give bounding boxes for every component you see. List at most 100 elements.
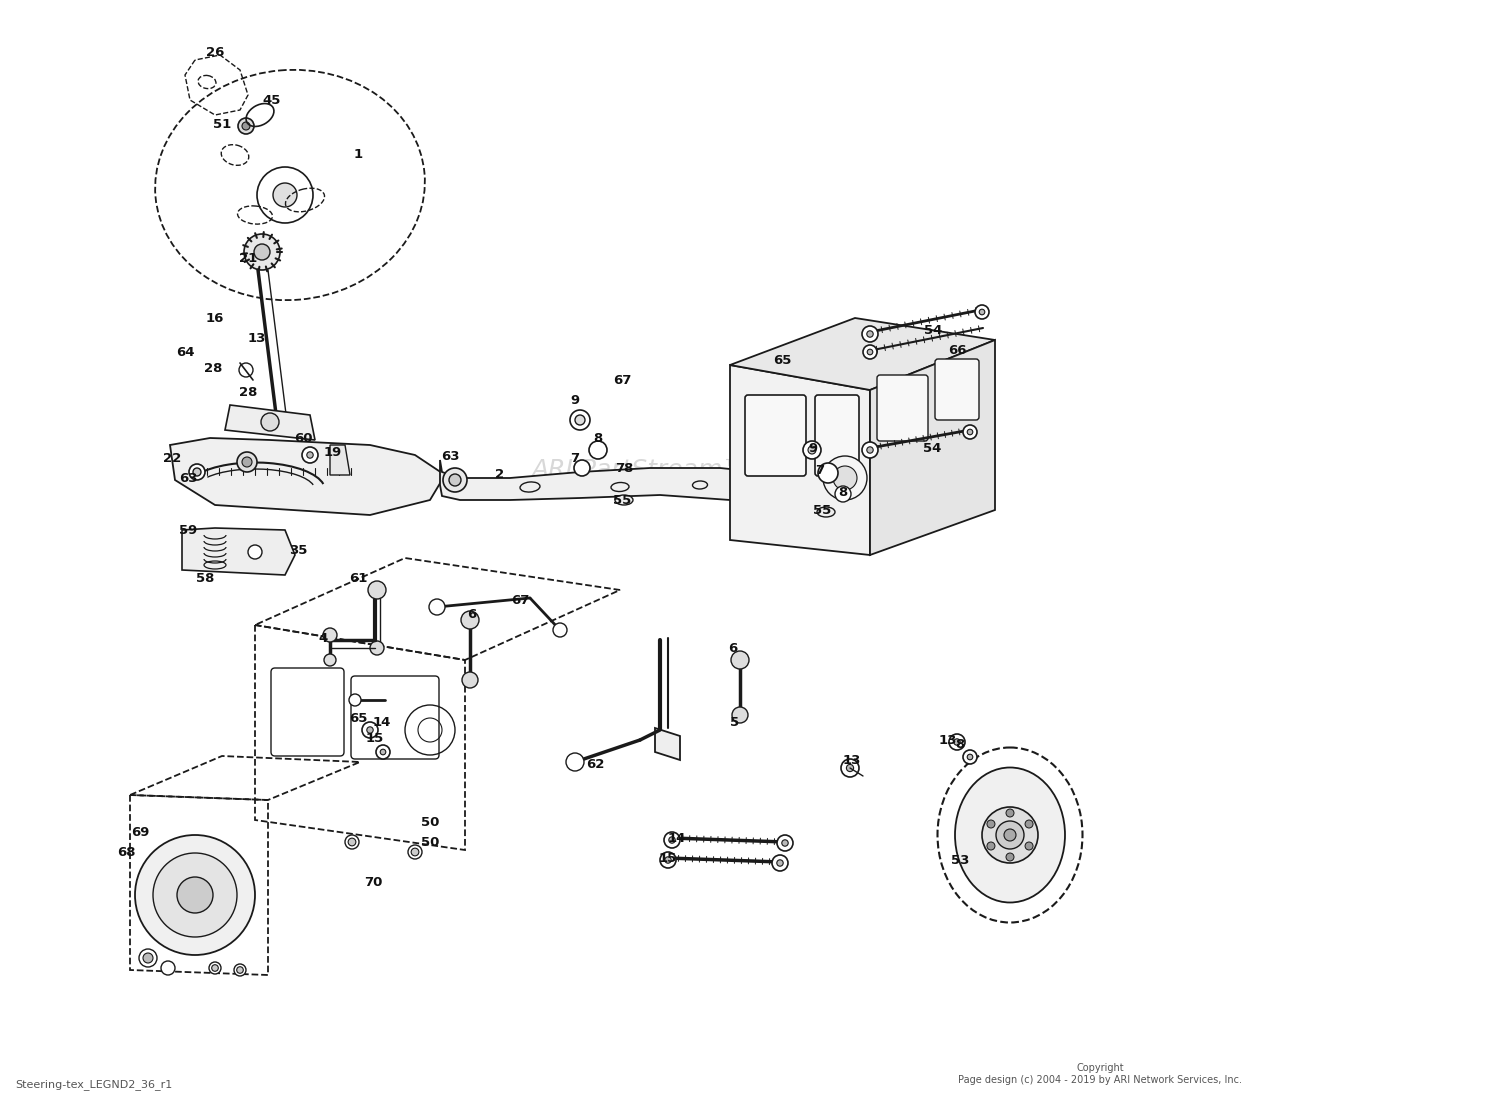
Text: 16: 16: [206, 311, 224, 324]
Circle shape: [380, 749, 386, 755]
Circle shape: [348, 838, 355, 846]
Circle shape: [411, 848, 419, 856]
Circle shape: [664, 832, 680, 848]
Text: 55: 55: [614, 494, 632, 507]
Polygon shape: [225, 405, 315, 439]
Ellipse shape: [956, 767, 1065, 902]
Text: 21: 21: [238, 251, 256, 265]
Circle shape: [987, 842, 994, 850]
Text: 54: 54: [922, 442, 940, 455]
Text: 9: 9: [808, 442, 818, 455]
Circle shape: [308, 452, 314, 458]
Circle shape: [153, 853, 237, 937]
Circle shape: [987, 820, 994, 828]
Ellipse shape: [818, 507, 836, 517]
Circle shape: [867, 331, 873, 338]
Text: 63: 63: [178, 472, 198, 485]
Circle shape: [460, 611, 478, 629]
Circle shape: [140, 949, 158, 968]
Text: 64: 64: [176, 345, 195, 359]
Text: 62: 62: [586, 758, 604, 772]
Text: 1: 1: [354, 148, 363, 162]
Circle shape: [1024, 842, 1033, 850]
Circle shape: [442, 468, 466, 492]
Circle shape: [234, 964, 246, 976]
Circle shape: [730, 651, 748, 669]
Circle shape: [732, 707, 748, 723]
Text: 8: 8: [839, 486, 848, 498]
Circle shape: [950, 734, 964, 751]
Circle shape: [996, 821, 1024, 849]
Text: Steering-tex_LEGND2_36_r1: Steering-tex_LEGND2_36_r1: [15, 1079, 173, 1090]
Polygon shape: [170, 438, 446, 515]
Text: 4: 4: [318, 631, 327, 644]
Circle shape: [135, 835, 255, 955]
Text: 67: 67: [614, 373, 632, 386]
Circle shape: [242, 457, 252, 467]
Circle shape: [968, 430, 974, 435]
Circle shape: [862, 345, 877, 359]
Circle shape: [1007, 853, 1014, 861]
Circle shape: [982, 807, 1038, 863]
Text: 9: 9: [570, 393, 579, 406]
Text: 13: 13: [843, 754, 861, 766]
Text: 70: 70: [364, 876, 382, 889]
Circle shape: [408, 845, 422, 859]
Text: 28: 28: [204, 362, 222, 374]
Circle shape: [368, 727, 374, 733]
Text: 63: 63: [441, 449, 459, 463]
Circle shape: [777, 860, 783, 866]
Circle shape: [429, 599, 445, 615]
Circle shape: [242, 122, 250, 130]
Circle shape: [802, 441, 820, 459]
Circle shape: [462, 672, 478, 687]
Circle shape: [574, 461, 590, 476]
Text: 8: 8: [594, 432, 603, 445]
Circle shape: [177, 877, 213, 913]
Circle shape: [345, 835, 358, 849]
Circle shape: [963, 751, 976, 764]
Polygon shape: [656, 728, 680, 761]
Circle shape: [777, 835, 794, 851]
Text: ARI PartStream™: ARI PartStream™: [532, 458, 748, 482]
Circle shape: [574, 415, 585, 425]
Circle shape: [968, 754, 974, 759]
Text: 14: 14: [668, 831, 686, 845]
Circle shape: [818, 463, 839, 483]
FancyBboxPatch shape: [815, 395, 860, 476]
Text: 2: 2: [495, 468, 504, 482]
Text: 50: 50: [422, 816, 440, 828]
Circle shape: [590, 441, 608, 459]
Circle shape: [836, 486, 850, 501]
Text: 68: 68: [117, 847, 135, 859]
Circle shape: [862, 442, 877, 458]
FancyBboxPatch shape: [746, 395, 806, 476]
Circle shape: [842, 759, 860, 777]
Circle shape: [238, 363, 254, 377]
Circle shape: [237, 966, 243, 973]
Text: 13: 13: [939, 734, 957, 746]
Text: 15: 15: [658, 851, 676, 865]
Circle shape: [237, 452, 256, 472]
Text: Copyright
Page design (c) 2004 - 2019 by ARI Network Services, Inc.: Copyright Page design (c) 2004 - 2019 by…: [958, 1064, 1242, 1085]
Text: 26: 26: [206, 45, 224, 59]
Circle shape: [833, 466, 856, 490]
Text: 35: 35: [290, 544, 308, 557]
Circle shape: [867, 447, 873, 453]
Circle shape: [189, 464, 206, 480]
Circle shape: [322, 628, 338, 642]
Text: 69: 69: [130, 827, 148, 839]
Text: 22: 22: [164, 452, 182, 465]
Circle shape: [248, 545, 262, 559]
Circle shape: [954, 738, 960, 745]
Circle shape: [669, 837, 675, 844]
Circle shape: [160, 961, 176, 975]
Text: 6: 6: [468, 609, 477, 621]
Circle shape: [448, 474, 460, 486]
Circle shape: [867, 349, 873, 355]
Text: 54: 54: [924, 323, 942, 337]
Text: 13: 13: [248, 331, 266, 344]
Text: 19: 19: [324, 445, 342, 458]
Circle shape: [261, 413, 279, 431]
Text: 78: 78: [615, 462, 633, 475]
